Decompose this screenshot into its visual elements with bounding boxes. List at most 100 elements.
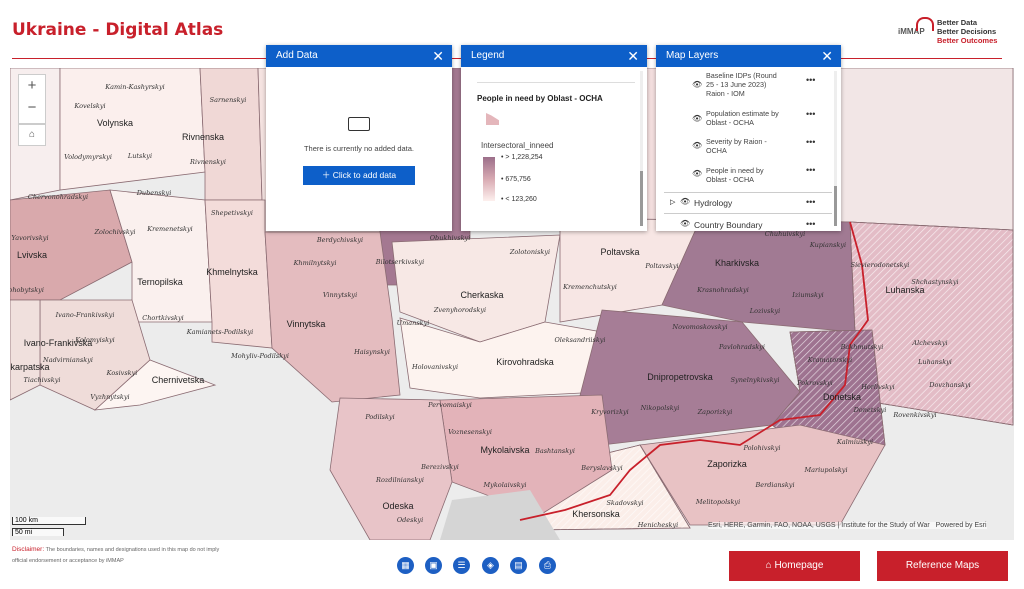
layer-menu[interactable]: •••: [806, 109, 816, 119]
raion-label: Mohyliv-Podilskyi: [230, 352, 289, 360]
oblast-label: Luhanska: [885, 285, 924, 295]
raion-label: Dovzhanskyi: [928, 381, 971, 389]
raion-label: Kamianets-Podilskyi: [186, 328, 253, 336]
layer-name: Baseline IDPs (Round 25 - 13 June 2023) …: [706, 71, 777, 98]
close-button[interactable]: ✕: [627, 48, 639, 64]
layer-menu[interactable]: •••: [806, 197, 816, 207]
toolbar-button[interactable]: ☰: [453, 557, 470, 574]
raion-label: Kryvorizkyi: [590, 408, 629, 416]
scale-mi: 50 mi: [12, 528, 64, 536]
scroll-thumb[interactable]: [640, 171, 643, 226]
raion-label: Skadovskyi: [606, 499, 643, 507]
button-label: Click to add data: [332, 170, 397, 180]
raion-label: Vyzhnytskyi: [90, 393, 129, 401]
disclaimer-label: Disclaimer:: [12, 546, 45, 553]
oblast-label: Cherkaska: [460, 290, 503, 300]
disclaimer: Disclaimer: The boundaries, names and de…: [12, 544, 232, 567]
scroll-thumb[interactable]: [834, 186, 837, 226]
close-button[interactable]: ✕: [821, 48, 833, 64]
legend-field: Intersectoral_inneed: [481, 141, 554, 150]
visibility-icon[interactable]: 👁: [692, 169, 703, 178]
layer-name: Population estimate by Oblast - OCHA: [706, 109, 779, 127]
raion-label: Odeskyi: [397, 516, 423, 524]
group-name: Country Boundary: [694, 220, 763, 230]
homepage-button[interactable]: ⌂ Homepage: [729, 551, 860, 581]
oblast-label: Kirovohradska: [496, 357, 554, 367]
panel-title: Add Data: [276, 50, 318, 61]
raion-label: Nikopolskyi: [640, 404, 680, 412]
group-name: Hydrology: [694, 198, 733, 208]
toolbar-button[interactable]: ▦: [397, 557, 414, 574]
raion-label: Kremenetskyi: [146, 225, 193, 233]
layer-menu[interactable]: •••: [806, 219, 816, 229]
toolbar-button[interactable]: ▣: [425, 557, 442, 574]
raion-label: Iziumskyi: [791, 291, 823, 299]
raion-label: Synelnykivskyi: [731, 376, 780, 384]
oblast-label: Dnipropetrovska: [647, 372, 713, 382]
raion-label: Kosivskyi: [106, 369, 138, 377]
raion-label: Ivano-Frankivskyi: [55, 311, 115, 319]
toolbar-button[interactable]: ▤: [510, 557, 527, 574]
raion-label: Shepetivskyi: [211, 209, 253, 217]
oblast-label: Rivnenska: [182, 132, 224, 142]
reference-maps-button[interactable]: Reference Maps: [877, 551, 1008, 581]
visibility-icon[interactable]: 👁: [680, 219, 691, 228]
raion-label: Kupianskyi: [809, 241, 846, 249]
oblast-label: Poltavska: [600, 247, 639, 257]
raion-label: Lutskyi: [127, 152, 152, 160]
visibility-icon[interactable]: 👁: [680, 197, 691, 206]
oblast-label: Ivano-Frankivska: [24, 338, 93, 348]
close-button[interactable]: ✕: [432, 48, 444, 64]
raion-label: Horlivskyi: [860, 383, 895, 391]
oblast-label: Donetska: [823, 392, 861, 402]
toolbar-button[interactable]: ⎙: [539, 557, 556, 574]
disclaimer-text: The boundaries, names and designations u…: [12, 547, 220, 564]
raion-label: Kolomyiskyi: [74, 336, 115, 344]
raion-label: Mariupolskyi: [803, 466, 847, 474]
raion-label: Voznesenskyi: [448, 428, 492, 436]
raion-label: Pokrovskyi: [796, 379, 833, 387]
raion-label: Yavorivskyi: [11, 234, 48, 242]
raion-label: Berezivskyi: [420, 463, 459, 471]
attribution-text: Esri, HERE, Garmin, FAO, NOAA, USGS | In…: [708, 522, 930, 529]
raion-label: Kramatorskyi: [807, 356, 853, 364]
visibility-icon[interactable]: 👁: [692, 141, 703, 150]
raion-label: Krasnohradskyi: [696, 286, 749, 294]
expand-icon[interactable]: ▷: [670, 199, 676, 206]
button-label: Reference Maps: [905, 560, 980, 571]
attribution: Esri, HERE, Garmin, FAO, NOAA, USGS | In…: [708, 522, 987, 529]
panel-header: Legend ✕: [461, 45, 647, 67]
layer-menu[interactable]: •••: [806, 75, 816, 85]
raion-label: Chortkivskyi: [142, 314, 184, 322]
add-data-button[interactable]: ＋ Click to add data: [303, 166, 415, 185]
raion-label: Sarnenskyi: [210, 96, 247, 104]
raion-label: Melitopolskyi: [695, 498, 740, 506]
raion-label: Pervomaiskyi: [427, 401, 472, 409]
divider: [477, 82, 635, 83]
visibility-icon[interactable]: 👁: [692, 80, 703, 89]
zoom-controls[interactable]: + −: [18, 74, 46, 124]
raion-label: Poltavskyi: [644, 262, 678, 270]
stop-label: < 123,260: [505, 196, 537, 203]
legend-stop: • 675,756: [501, 176, 531, 183]
raion-label: Zolotoniskyi: [509, 248, 550, 256]
raion-label: Oleksandriiskyi: [554, 336, 605, 344]
raion-label: Chervonohradskyi: [28, 193, 88, 201]
raion-label: Novomoskovskyi: [671, 323, 727, 331]
scrollbar[interactable]: [640, 71, 643, 226]
logo-mark: [916, 17, 934, 31]
layer-menu[interactable]: •••: [806, 165, 816, 175]
layer-menu[interactable]: •••: [806, 137, 816, 147]
toolbar-button[interactable]: ◈: [482, 557, 499, 574]
scrollbar[interactable]: [834, 71, 837, 226]
tagline-line: Better Decisions: [937, 27, 997, 36]
oblast-label: Vinnytska: [287, 319, 326, 329]
oblast-label: Ternopilska: [137, 277, 183, 287]
raion-label: Berdianskyi: [754, 481, 794, 489]
oblast-label: Volynska: [97, 118, 133, 128]
visibility-icon[interactable]: 👁: [692, 114, 703, 123]
raion-label: Zaporizkyi: [697, 408, 733, 416]
raion-label: Berdychivskyi: [316, 236, 363, 244]
home-button[interactable]: ⌂: [18, 124, 46, 146]
raion-label: Khmilnytskyi: [293, 259, 337, 267]
